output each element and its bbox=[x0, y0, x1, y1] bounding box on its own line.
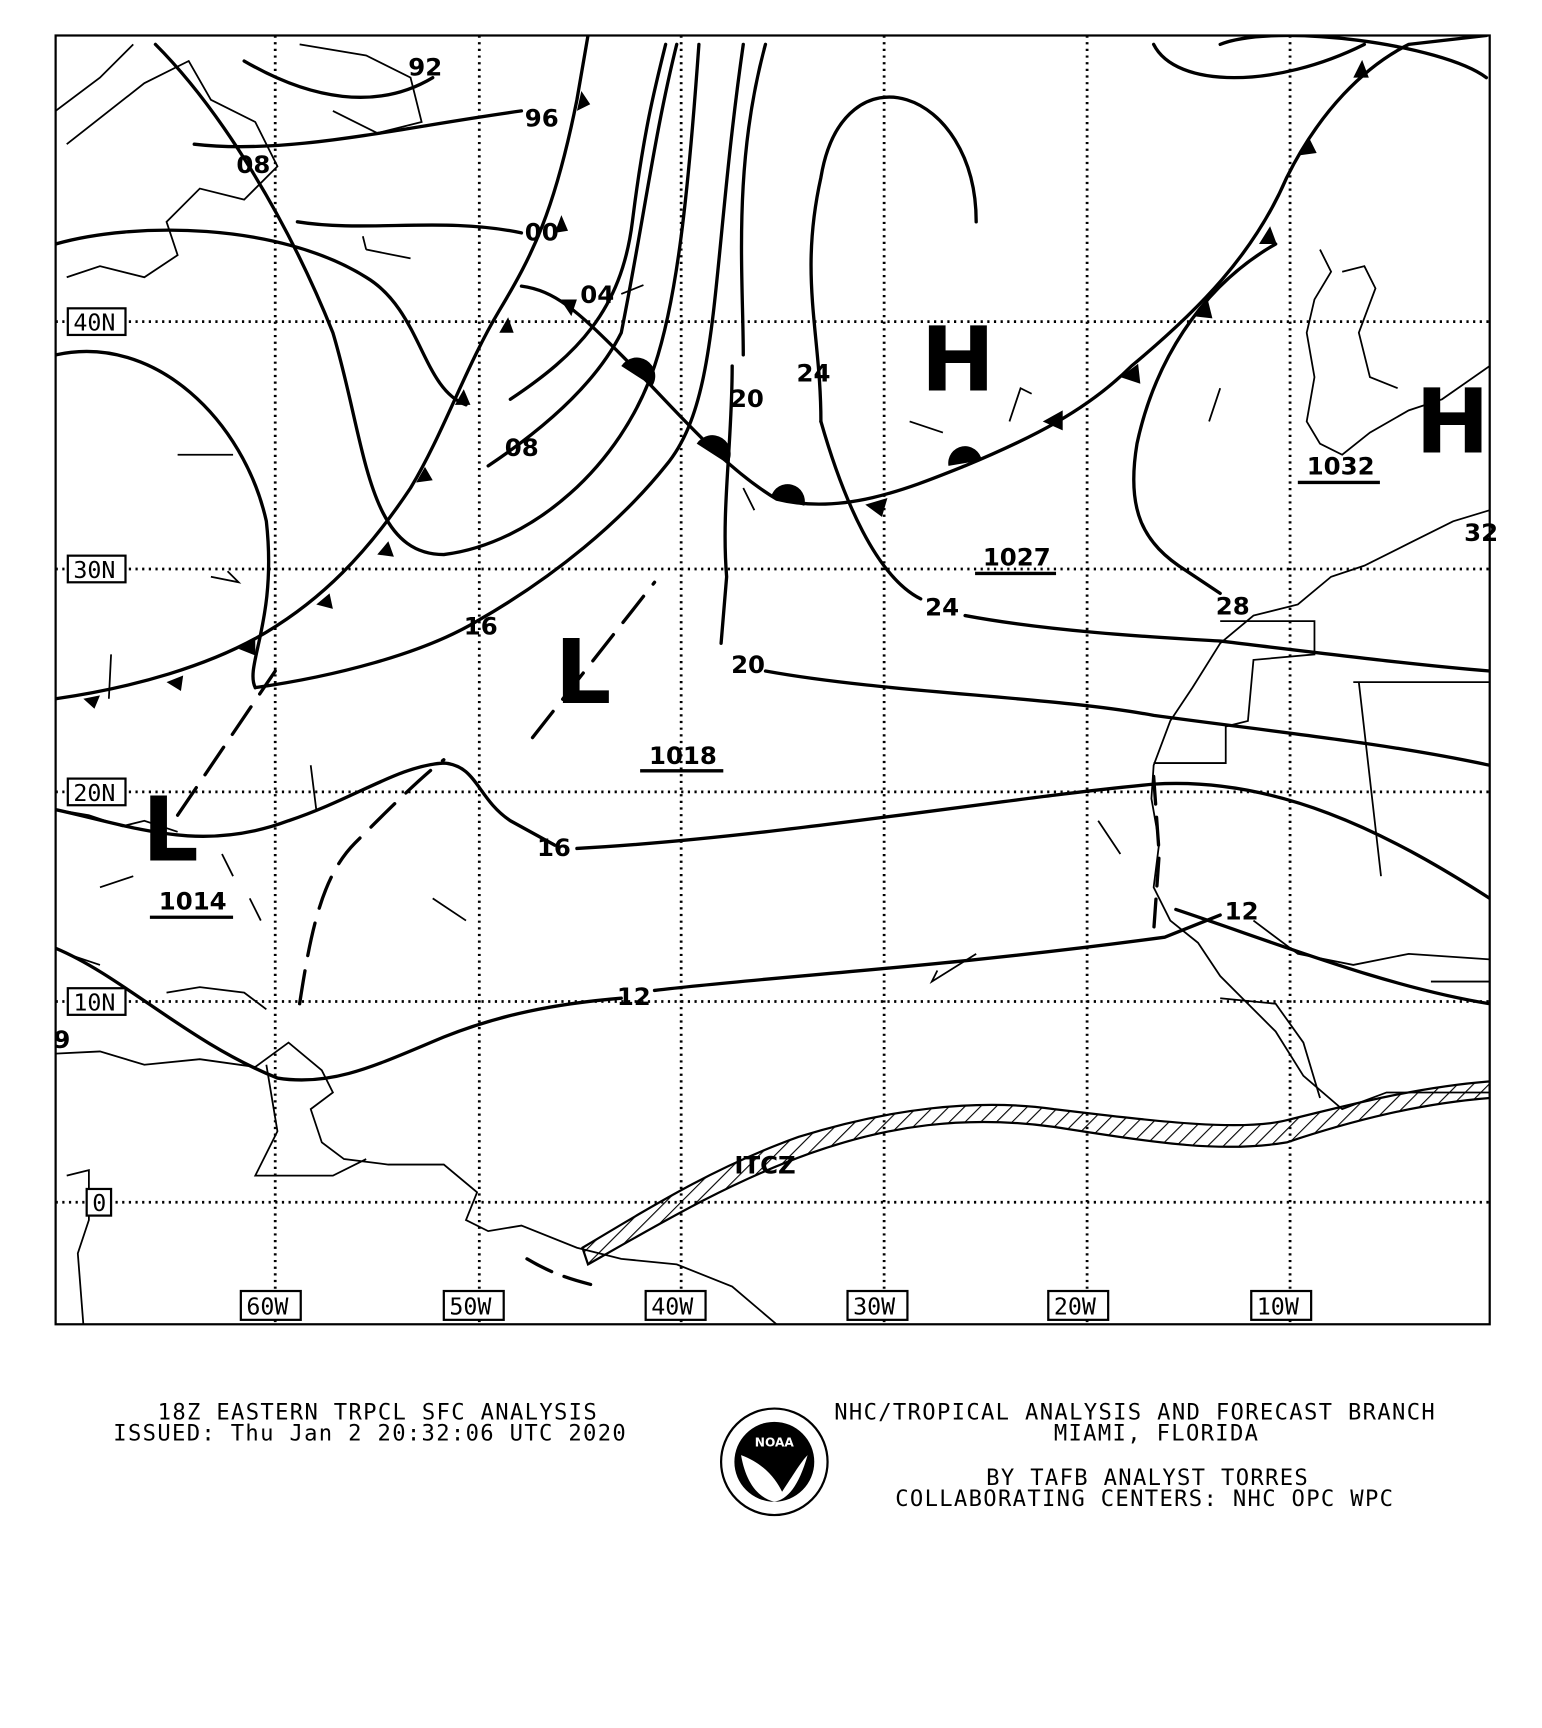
lat-label-equator: 0 bbox=[92, 1190, 106, 1217]
isobar-label: 92 bbox=[408, 52, 442, 81]
central-pressure: 1018 bbox=[649, 741, 717, 770]
product-title: 18Z EASTERN TRPCL SFC ANALYSIS bbox=[158, 1400, 598, 1426]
isobar-label: 28 bbox=[1216, 591, 1250, 620]
itcz-label: ITCZ bbox=[734, 1150, 795, 1179]
isobar-label: 08 bbox=[505, 433, 539, 462]
isobar-label: 9 bbox=[53, 1025, 70, 1054]
lat-label-20n: 20N bbox=[73, 780, 115, 807]
isobar-label: 16 bbox=[464, 611, 498, 640]
lon-label-30w: 30W bbox=[853, 1293, 896, 1320]
lon-label-40w: 40W bbox=[651, 1293, 694, 1320]
lon-label-50w: 50W bbox=[449, 1293, 492, 1320]
high-pressure-center: H bbox=[1415, 371, 1489, 474]
cold-front bbox=[55, 35, 591, 709]
map-frame bbox=[54, 34, 1491, 1326]
lon-label-20w: 20W bbox=[1054, 1293, 1097, 1320]
lat-label-30n: 30N bbox=[73, 557, 115, 584]
stationary-front bbox=[519, 35, 1489, 517]
isobar-label: 96 bbox=[525, 103, 559, 132]
central-pressure: 1032 bbox=[1307, 452, 1375, 481]
lat-label-10n: 10N bbox=[73, 989, 115, 1016]
isobar-label: 12 bbox=[617, 982, 651, 1011]
isobar-label: 20 bbox=[730, 384, 764, 413]
lat-lon-grid bbox=[55, 35, 1490, 1325]
isobar-label: 04 bbox=[580, 280, 614, 309]
lon-label-10w: 10W bbox=[1257, 1293, 1300, 1320]
low-pressure-center: L bbox=[555, 621, 612, 724]
central-pressure: 1027 bbox=[983, 543, 1051, 572]
footer: 18Z EASTERN TRPCL SFC ANALYSIS ISSUED: T… bbox=[113, 1400, 1436, 1517]
high-pressure-center: H bbox=[921, 308, 995, 411]
branch-name: NHC/TROPICAL ANALYSIS AND FORECAST BRANC… bbox=[834, 1400, 1436, 1426]
noaa-logo: NOAA bbox=[719, 1407, 829, 1517]
lon-label-60w: 60W bbox=[246, 1293, 289, 1320]
isobar-label: 20 bbox=[731, 650, 765, 679]
isobar-label: 12 bbox=[1225, 896, 1259, 925]
isobars bbox=[55, 35, 1490, 1082]
pressure-centers: H 1027 H 1032 L 1018 L 1014 bbox=[142, 308, 1490, 919]
isobar-labels: 96 92 00 04 08 08 16 16 20 20 24 24 28 1… bbox=[53, 52, 1498, 1054]
isobar-label: 08 bbox=[236, 150, 270, 179]
longitude-labels: 60W 50W 40W 30W 20W 10W bbox=[239, 1289, 1313, 1321]
noaa-logo-text: NOAA bbox=[755, 1435, 795, 1449]
issued-timestamp: ISSUED: Thu Jan 2 20:32:06 UTC 2020 bbox=[113, 1421, 627, 1447]
latitude-labels: 40N 30N 20N 10N 0 bbox=[66, 307, 127, 1217]
isobar-label: 16 bbox=[537, 833, 571, 862]
central-pressure: 1014 bbox=[159, 886, 227, 915]
location: MIAMI, FLORIDA bbox=[1054, 1421, 1260, 1447]
isobar-label: 24 bbox=[797, 359, 831, 388]
analyst: BY TAFB ANALYST TORRES bbox=[986, 1465, 1309, 1491]
low-pressure-center: L bbox=[142, 779, 199, 882]
itcz-band bbox=[581, 1080, 1490, 1267]
troughs bbox=[175, 580, 1161, 1289]
lat-label-40n: 40N bbox=[73, 310, 115, 337]
wind-barbs bbox=[99, 236, 1222, 984]
isobar-label: 24 bbox=[925, 593, 959, 622]
isobar-label: 32 bbox=[1464, 518, 1498, 547]
isobar-label: 00 bbox=[525, 218, 559, 247]
collaborating-centers: COLLABORATING CENTERS: NHC OPC WPC bbox=[895, 1486, 1394, 1512]
